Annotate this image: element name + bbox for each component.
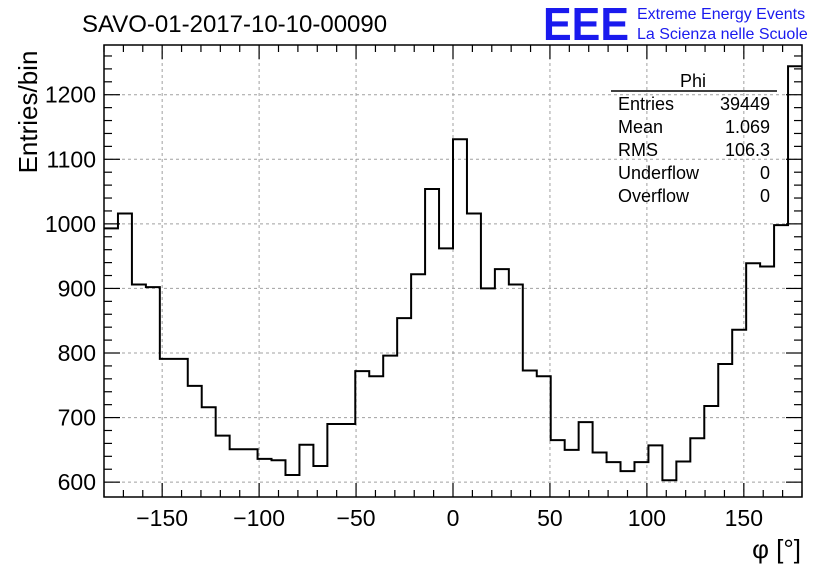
y-tick-label: 1100 bbox=[47, 146, 96, 172]
stats-row-value: 1.069 bbox=[725, 117, 770, 137]
stats-box: Phi Entries 39449 Mean 1.069 RMS 106.3 Underfl… bbox=[611, 71, 777, 206]
stats-title: Phi bbox=[680, 71, 706, 91]
x-tick-label: −150 bbox=[136, 505, 188, 531]
chart-title: SAVO-01-2017-10-10-00090 bbox=[82, 11, 387, 38]
stats-row-value: 39449 bbox=[720, 94, 770, 114]
x-tick-label: 150 bbox=[725, 505, 763, 531]
x-axis-title: φ [°] bbox=[752, 534, 801, 564]
y-tick-label: 700 bbox=[58, 405, 96, 431]
stats-row-value: 0 bbox=[760, 163, 770, 183]
histogram-series-line bbox=[104, 65, 802, 482]
stats-row-label: Entries bbox=[618, 94, 674, 114]
eee-logo-line1: Extreme Energy Events bbox=[637, 6, 805, 23]
stats-row-value: 106.3 bbox=[725, 140, 770, 160]
y-tick-label: 1200 bbox=[45, 82, 96, 108]
x-tick-label: 50 bbox=[537, 505, 563, 531]
y-tick-label: 900 bbox=[58, 275, 96, 301]
x-tick-label: 100 bbox=[628, 505, 666, 531]
x-tick-label: 0 bbox=[447, 505, 460, 531]
stats-row-label: Mean bbox=[618, 117, 663, 137]
stats-row-label: Underflow bbox=[618, 163, 700, 183]
y-axis-title: Entries/bin bbox=[13, 51, 43, 174]
stats-rows: Entries 39449 Mean 1.069 RMS 106.3 Underflow 0 O… bbox=[618, 94, 770, 206]
stats-row-label: RMS bbox=[618, 140, 658, 160]
axis-ticks bbox=[103, 45, 803, 497]
eee-logo: EEE Extreme Energy Events La Scienza nel… bbox=[543, 0, 808, 50]
eee-logo-line2: La Scienza nelle Scuole bbox=[637, 26, 808, 43]
stats-row-value: 0 bbox=[760, 186, 770, 206]
y-tick-label: 800 bbox=[58, 340, 96, 366]
x-tick-label: −50 bbox=[337, 505, 376, 531]
eee-logo-mark: EEE bbox=[543, 0, 629, 50]
stats-row-label: Overflow bbox=[618, 186, 690, 206]
tick-labels: −150 −100 −50 0 50 100 150 600 700 800 900 1000 1100… bbox=[45, 82, 763, 531]
x-tick-label: −100 bbox=[233, 505, 285, 531]
y-tick-label: 1000 bbox=[45, 211, 96, 237]
y-tick-label: 600 bbox=[58, 469, 96, 495]
